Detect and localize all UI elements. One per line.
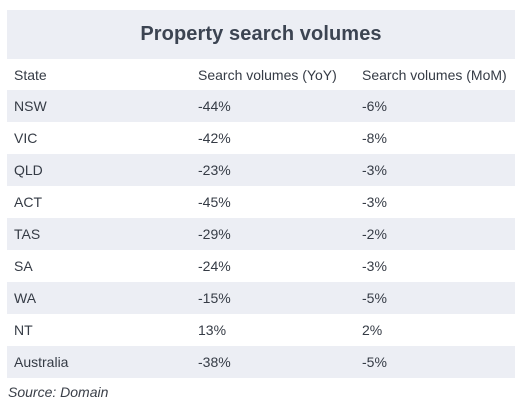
state-cell: NT [7,314,191,346]
source-note: Source: Domain [8,384,109,400]
yoy-cell: -38% [191,346,355,378]
state-cell: VIC [7,122,191,154]
table-title-bar: Property search volumes [7,10,515,59]
state-cell: ACT [7,186,191,218]
yoy-cell: -45% [191,186,355,218]
column-header-state: State [7,59,191,90]
table-title: Property search volumes [140,23,382,45]
table-row: QLD -23% -3% [7,154,515,186]
mom-cell: -6% [355,90,515,122]
yoy-cell: -29% [191,218,355,250]
yoy-cell: -23% [191,154,355,186]
mom-cell: -2% [355,218,515,250]
table-row: NSW -44% -6% [7,90,515,122]
column-header-mom: Search volumes (MoM) [355,59,515,90]
table-row: WA -15% -5% [7,282,515,314]
mom-cell: -3% [355,154,515,186]
column-header-yoy: Search volumes (YoY) [191,59,355,90]
state-cell: WA [7,282,191,314]
yoy-cell: -24% [191,250,355,282]
mom-cell: -3% [355,250,515,282]
search-volumes-table-container: Property search volumes State Search vol… [7,10,515,378]
mom-cell: -5% [355,346,515,378]
table-row: NT 13% 2% [7,314,515,346]
state-cell: TAS [7,218,191,250]
yoy-cell: -44% [191,90,355,122]
mom-cell: -5% [355,282,515,314]
table-row: VIC -42% -8% [7,122,515,154]
table-row: Australia -38% -5% [7,346,515,378]
state-cell: NSW [7,90,191,122]
mom-cell: -3% [355,186,515,218]
search-volumes-table: State Search volumes (YoY) Search volume… [7,59,515,378]
mom-cell: 2% [355,314,515,346]
yoy-cell: -42% [191,122,355,154]
yoy-cell: 13% [191,314,355,346]
state-cell: SA [7,250,191,282]
table-header-row: State Search volumes (YoY) Search volume… [7,59,515,90]
table-row: SA -24% -3% [7,250,515,282]
state-cell: QLD [7,154,191,186]
state-cell: Australia [7,346,191,378]
table-row: ACT -45% -3% [7,186,515,218]
yoy-cell: -15% [191,282,355,314]
mom-cell: -8% [355,122,515,154]
table-row: TAS -29% -2% [7,218,515,250]
